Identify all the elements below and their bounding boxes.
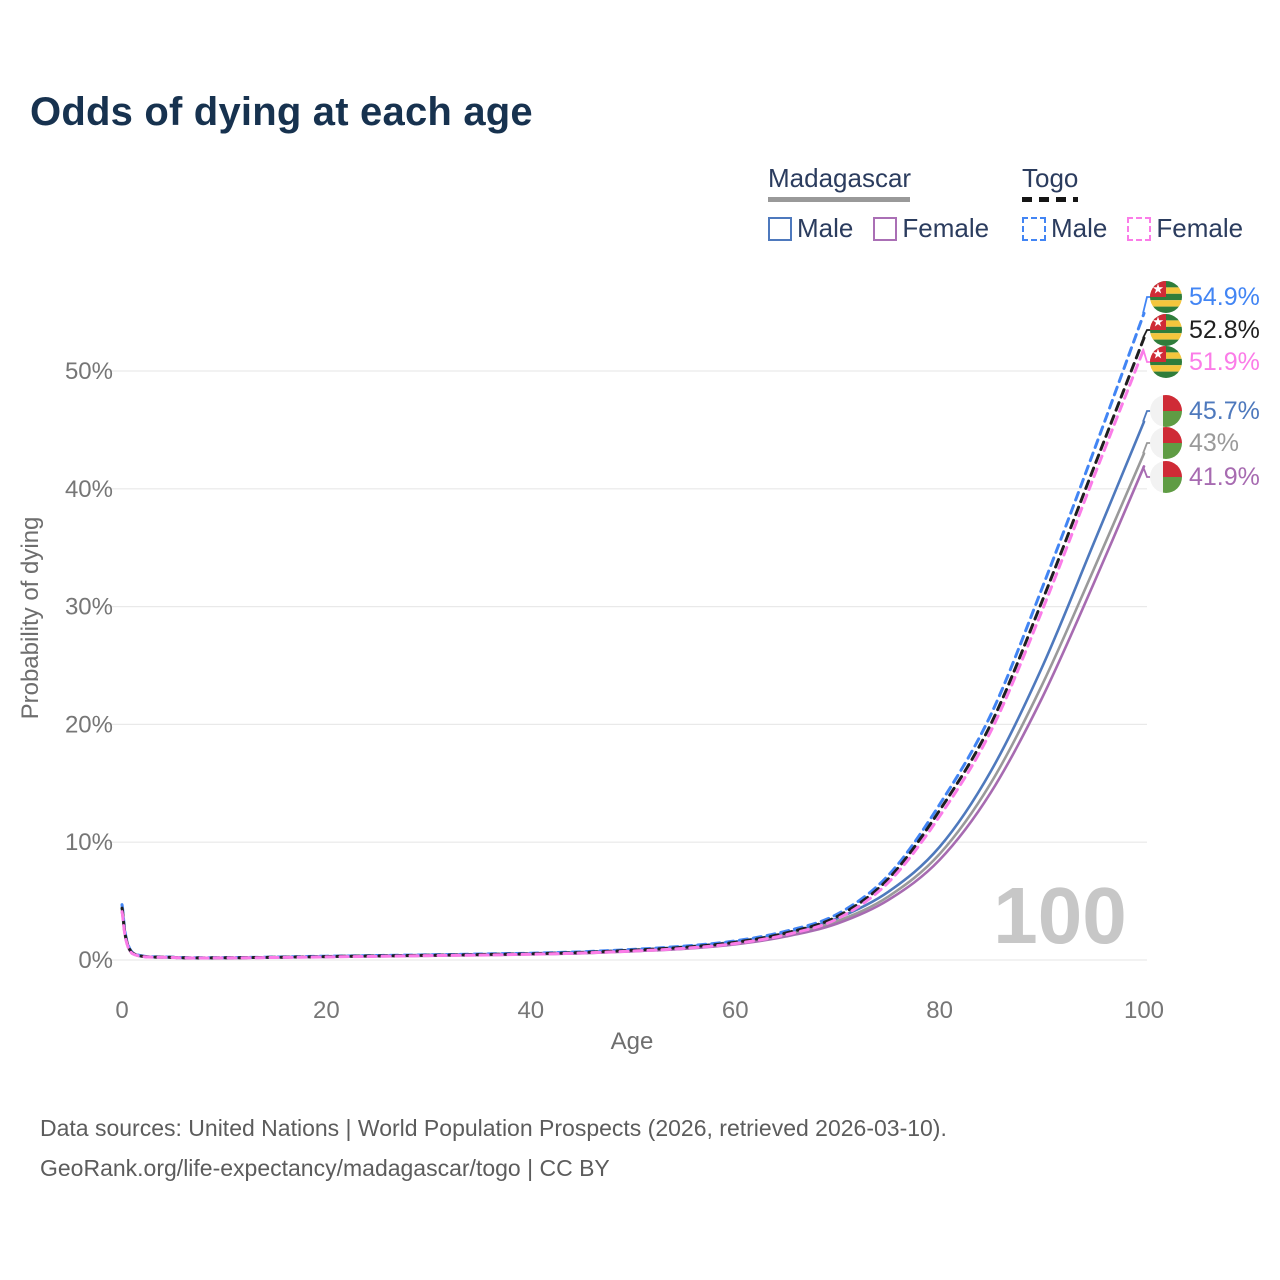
madagascar-flag-icon xyxy=(1150,427,1182,459)
connector-line xyxy=(1142,348,1151,363)
end-label-madagascar-male: 45.7% xyxy=(1150,395,1260,427)
checkbox-icon[interactable] xyxy=(768,216,792,241)
x-tick-label: 40 xyxy=(517,997,544,1024)
x-tick-label: 0 xyxy=(115,997,128,1024)
x-tick-label: 20 xyxy=(313,997,340,1024)
connector-line xyxy=(1142,329,1151,339)
togo-flag-icon xyxy=(1150,281,1182,313)
data-sources-text: Data sources: United Nations | World Pop… xyxy=(40,1115,947,1141)
end-label-togo-both-sexes: 52.8% xyxy=(1150,314,1260,346)
page-title: Odds of dying at each age xyxy=(30,90,533,134)
legend-group-title: Madagascar xyxy=(768,163,912,193)
attribution-text: GeoRank.org/life-expectancy/madagascar/t… xyxy=(40,1155,610,1181)
legend-group-togo: Togo Male Female xyxy=(1022,163,1263,244)
x-tick-label: 60 xyxy=(722,997,749,1024)
legend-item-label: Female xyxy=(902,213,990,243)
end-label-togo-male: 54.9% xyxy=(1150,281,1260,313)
y-tick-label: 0% xyxy=(78,947,113,974)
madagascar-flag-icon xyxy=(1150,461,1182,493)
end-label-togo-female: 51.9% xyxy=(1150,346,1260,378)
legend-item-togo-male[interactable]: Male xyxy=(1022,213,1107,244)
series-line-madagascar-male xyxy=(120,420,1146,960)
x-tick-label: 80 xyxy=(926,997,953,1024)
end-label-value: 51.9% xyxy=(1189,347,1260,376)
x-axis-title: Age xyxy=(610,1028,654,1055)
legend-item-label: Male xyxy=(797,213,854,243)
connector-line xyxy=(1142,410,1151,423)
legend-item-label: Female xyxy=(1156,213,1244,243)
legend-group-madagascar: Madagascar Male Female xyxy=(768,163,1009,244)
end-label-value: 41.9% xyxy=(1189,462,1260,491)
footer: Data sources: United Nations | World Pop… xyxy=(40,1108,947,1188)
end-label-value: 52.8% xyxy=(1189,315,1260,344)
series-line-madagascar-both-sexes xyxy=(120,452,1146,960)
legend-item-madagascar-female[interactable]: Female xyxy=(873,213,989,244)
end-label-value: 45.7% xyxy=(1189,396,1260,425)
legend-item-madagascar-male[interactable]: Male xyxy=(768,213,853,244)
y-tick-label: 50% xyxy=(65,358,113,385)
series-line-madagascar-female xyxy=(120,465,1146,960)
connector-line xyxy=(1142,442,1151,454)
y-tick-label: 20% xyxy=(65,711,113,738)
connector-line xyxy=(1142,296,1151,314)
label-connectors xyxy=(1142,296,1151,478)
legend-item-label: Male xyxy=(1051,213,1108,243)
madagascar-flag-icon xyxy=(1150,395,1182,427)
axis-tick-labels: 0% 10% 20% 30% 40% 50% 0 20 40 60 80 100 xyxy=(65,358,1164,1024)
end-label-value: 43% xyxy=(1189,428,1240,457)
series-line-togo-male xyxy=(120,311,1146,960)
age-watermark: 100 xyxy=(993,871,1127,960)
x-tick-label: 100 xyxy=(1124,997,1164,1024)
series-line-togo-female xyxy=(120,347,1146,960)
legend-group-title: Togo xyxy=(1022,163,1079,193)
end-label-madagascar-female: 41.9% xyxy=(1150,461,1260,493)
end-label-madagascar-both-sexes: 43% xyxy=(1150,427,1239,459)
y-tick-label: 30% xyxy=(65,594,113,621)
connector-line xyxy=(1142,466,1151,478)
series-line-togo-both-sexes xyxy=(120,336,1146,960)
end-label-value: 54.9% xyxy=(1189,282,1260,311)
togo-flag-icon xyxy=(1150,346,1182,378)
solid-line-sample xyxy=(768,197,910,202)
y-tick-label: 40% xyxy=(65,476,113,503)
dashed-line-sample xyxy=(1022,197,1078,202)
checkbox-icon[interactable] xyxy=(1022,216,1046,241)
data-series xyxy=(120,311,1146,960)
togo-flag-icon xyxy=(1150,314,1182,346)
legend-item-togo-female[interactable]: Female xyxy=(1127,213,1243,244)
checkbox-icon[interactable] xyxy=(1127,216,1152,241)
y-tick-label: 10% xyxy=(65,829,113,856)
checkbox-icon[interactable] xyxy=(873,216,898,241)
gridlines xyxy=(108,370,1147,961)
